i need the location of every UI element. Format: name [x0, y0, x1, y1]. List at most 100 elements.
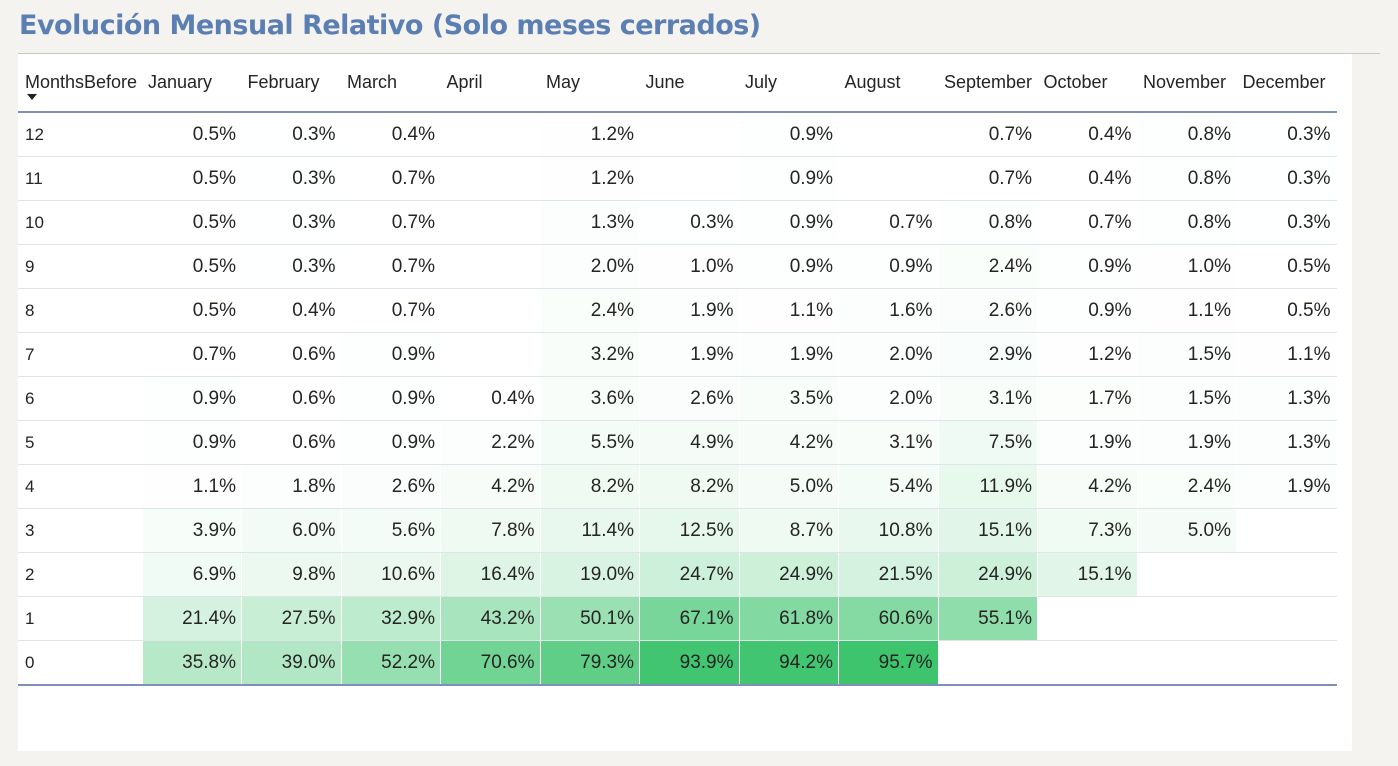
- value-cell[interactable]: 0.3%: [1236, 112, 1337, 157]
- value-cell[interactable]: 8.2%: [639, 464, 740, 509]
- value-cell[interactable]: 1.0%: [1137, 244, 1237, 289]
- value-cell[interactable]: 1.3%: [1236, 420, 1337, 465]
- value-cell[interactable]: 0.5%: [1236, 244, 1337, 289]
- value-cell[interactable]: 6.0%: [241, 508, 342, 553]
- value-cell[interactable]: 1.2%: [1037, 332, 1138, 377]
- value-cell[interactable]: 0.9%: [341, 420, 441, 465]
- value-cell[interactable]: 0.3%: [639, 200, 740, 245]
- value-cell[interactable]: 27.5%: [241, 596, 342, 641]
- value-cell[interactable]: 0.8%: [1137, 156, 1237, 201]
- value-cell[interactable]: 3.6%: [540, 376, 640, 421]
- value-cell[interactable]: 0.3%: [241, 156, 342, 201]
- value-cell[interactable]: 0.3%: [241, 200, 342, 245]
- value-cell[interactable]: 6.9%: [142, 552, 242, 597]
- value-cell[interactable]: 3.9%: [142, 508, 242, 553]
- column-header-april[interactable]: April: [440, 54, 540, 113]
- value-cell[interactable]: 67.1%: [639, 596, 740, 641]
- value-cell[interactable]: 0.5%: [1236, 288, 1337, 333]
- table-row[interactable]: 11 0.5% 0.3% 0.7% 1.2% 0.9% 0.7% 0.4% 0.8% 0.3%: [18, 156, 1337, 201]
- value-cell[interactable]: 50.1%: [540, 596, 640, 641]
- value-cell[interactable]: 0.7%: [341, 156, 441, 201]
- value-cell[interactable]: 24.9%: [938, 552, 1038, 597]
- value-cell[interactable]: 70.6%: [440, 640, 541, 686]
- value-cell[interactable]: [440, 244, 541, 289]
- value-cell[interactable]: 0.4%: [341, 112, 441, 157]
- value-cell[interactable]: 21.5%: [838, 552, 939, 597]
- value-cell[interactable]: 2.0%: [838, 376, 939, 421]
- table-row[interactable]: 0 35.8% 39.0% 52.2% 70.6% 79.3% 93.9% 94.2% 95.7…: [18, 640, 1337, 686]
- table-row[interactable]: 9 0.5% 0.3% 0.7% 2.0% 1.0% 0.9% 0.9% 2.4% 0.9% 1.0…: [18, 244, 1337, 289]
- column-header-february[interactable]: February: [241, 54, 341, 113]
- column-header-november[interactable]: November: [1137, 54, 1237, 113]
- value-cell[interactable]: 0.9%: [142, 376, 242, 421]
- column-header-october[interactable]: October: [1037, 54, 1137, 113]
- value-cell[interactable]: 0.3%: [241, 244, 342, 289]
- value-cell[interactable]: 1.5%: [1137, 332, 1237, 377]
- value-cell[interactable]: [639, 112, 740, 157]
- value-cell[interactable]: 2.4%: [1137, 464, 1237, 509]
- value-cell[interactable]: [1236, 640, 1337, 686]
- value-cell[interactable]: [938, 640, 1038, 686]
- value-cell[interactable]: [440, 332, 541, 377]
- value-cell[interactable]: 4.9%: [639, 420, 740, 465]
- value-cell[interactable]: [440, 112, 541, 157]
- value-cell[interactable]: 1.3%: [540, 200, 640, 245]
- value-cell[interactable]: 1.9%: [739, 332, 839, 377]
- value-cell[interactable]: 7.5%: [938, 420, 1038, 465]
- value-cell[interactable]: 5.5%: [540, 420, 640, 465]
- value-cell[interactable]: [1137, 640, 1237, 686]
- value-cell[interactable]: 4.2%: [440, 464, 541, 509]
- table-row[interactable]: 6 0.9% 0.6% 0.9% 0.4% 3.6% 2.6% 3.5% 2.0% 3.1% 1.7…: [18, 376, 1337, 421]
- value-cell[interactable]: 0.7%: [838, 200, 939, 245]
- value-cell[interactable]: 0.6%: [241, 420, 342, 465]
- value-cell[interactable]: 5.6%: [341, 508, 441, 553]
- value-cell[interactable]: 1.2%: [540, 156, 640, 201]
- value-cell[interactable]: 0.9%: [838, 244, 939, 289]
- value-cell[interactable]: 24.9%: [739, 552, 839, 597]
- value-cell[interactable]: [440, 200, 541, 245]
- value-cell[interactable]: 15.1%: [1037, 552, 1138, 597]
- value-cell[interactable]: [1236, 508, 1337, 553]
- value-cell[interactable]: 0.8%: [938, 200, 1038, 245]
- value-cell[interactable]: 2.4%: [540, 288, 640, 333]
- value-cell[interactable]: 0.7%: [938, 112, 1038, 157]
- value-cell[interactable]: 10.6%: [341, 552, 441, 597]
- value-cell[interactable]: 1.9%: [639, 288, 740, 333]
- column-header-march[interactable]: March: [341, 54, 441, 113]
- column-header-august[interactable]: August: [838, 54, 938, 113]
- value-cell[interactable]: 0.9%: [341, 332, 441, 377]
- value-cell[interactable]: 1.8%: [241, 464, 342, 509]
- value-cell[interactable]: 95.7%: [838, 640, 939, 686]
- value-cell[interactable]: 0.3%: [1236, 200, 1337, 245]
- value-cell[interactable]: 61.8%: [739, 596, 839, 641]
- value-cell[interactable]: 0.4%: [241, 288, 342, 333]
- value-cell[interactable]: 32.9%: [341, 596, 441, 641]
- column-header-june[interactable]: June: [639, 54, 739, 113]
- value-cell[interactable]: 0.4%: [1037, 156, 1138, 201]
- value-cell[interactable]: 1.2%: [540, 112, 640, 157]
- value-cell[interactable]: 3.2%: [540, 332, 640, 377]
- column-header-monthsbefore[interactable]: MonthsBefore: [18, 54, 142, 113]
- value-cell[interactable]: 0.4%: [1037, 112, 1138, 157]
- value-cell[interactable]: 12.5%: [639, 508, 740, 553]
- value-cell[interactable]: [1236, 552, 1337, 597]
- value-cell[interactable]: 1.1%: [739, 288, 839, 333]
- value-cell[interactable]: 1.5%: [1137, 376, 1237, 421]
- value-cell[interactable]: [639, 156, 740, 201]
- value-cell[interactable]: 2.2%: [440, 420, 541, 465]
- value-cell[interactable]: [1037, 640, 1138, 686]
- column-header-december[interactable]: December: [1236, 54, 1336, 113]
- value-cell[interactable]: 0.7%: [341, 200, 441, 245]
- value-cell[interactable]: 1.7%: [1037, 376, 1138, 421]
- value-cell[interactable]: 0.7%: [1037, 200, 1138, 245]
- value-cell[interactable]: 0.5%: [142, 156, 242, 201]
- value-cell[interactable]: 1.0%: [639, 244, 740, 289]
- value-cell[interactable]: 7.3%: [1037, 508, 1138, 553]
- table-row[interactable]: 7 0.7% 0.6% 0.9% 3.2% 1.9% 1.9% 2.0% 2.9% 1.2% 1.5…: [18, 332, 1337, 377]
- value-cell[interactable]: 15.1%: [938, 508, 1038, 553]
- value-cell[interactable]: 55.1%: [938, 596, 1038, 641]
- value-cell[interactable]: 0.9%: [142, 420, 242, 465]
- value-cell[interactable]: 39.0%: [241, 640, 342, 686]
- table-row[interactable]: 5 0.9% 0.6% 0.9% 2.2% 5.5% 4.9% 4.2% 3.1% 7.5% 1.9…: [18, 420, 1337, 465]
- value-cell[interactable]: 0.9%: [739, 156, 839, 201]
